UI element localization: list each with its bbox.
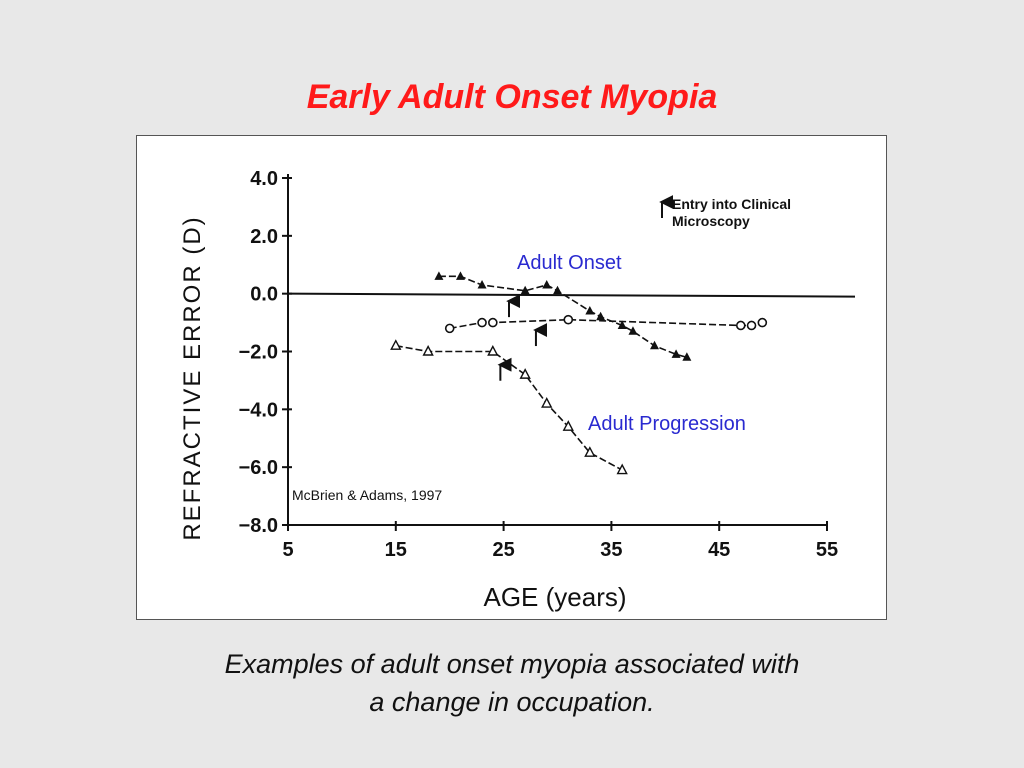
series-0-point: [520, 285, 530, 295]
x-tick-label: 45: [708, 539, 730, 561]
series-0-point: [617, 320, 627, 329]
series-0-point: [650, 340, 660, 350]
y-tick-label: 2.0: [250, 226, 278, 248]
series-1-point: [735, 320, 746, 331]
chart-axes: [287, 174, 856, 526]
x-tick-label: 35: [600, 539, 622, 561]
slide-title: Early Adult Onset Myopia: [306, 78, 718, 116]
chart-arrows-layer: [497, 294, 548, 381]
series-2-point: [562, 420, 574, 431]
series-2-point: [519, 368, 531, 379]
caption-line-1: Examples of adult onset myopia associate…: [224, 649, 800, 679]
chart-ticks: 4.0 2.0 0.0 −2.0 −4.0 −6.0 −8.05 15 25 35 45 55: [239, 168, 839, 561]
series-0-point: [542, 279, 552, 289]
x-tick-label: 5: [282, 539, 293, 561]
annotation-adult-progression: Adult Progression: [588, 413, 746, 435]
x-tick-label: 15: [385, 539, 407, 561]
series-0-line: [438, 275, 688, 359]
y-tick-label: −2.0: [239, 342, 278, 364]
y-tick-label: −6.0: [239, 457, 278, 479]
y-tick-label: −4.0: [239, 399, 278, 421]
legend-text-line-1: Entry into Clinical: [672, 196, 791, 212]
series-1-point: [563, 314, 574, 325]
y-axis-label: REFRACTIVE ERROR (D): [179, 215, 206, 540]
series-1-point: [746, 320, 757, 331]
caption: Examples of adult onset myopia associate…: [0, 645, 1024, 721]
y-tick-label: 0.0: [250, 284, 278, 306]
x-tick-label: 25: [492, 539, 514, 561]
series-1-point: [757, 317, 768, 328]
series-2-point: [390, 339, 402, 350]
series-1-point: [477, 317, 487, 328]
series-0-point: [682, 352, 692, 361]
series-2-point: [541, 397, 553, 408]
series-0-point: [585, 306, 595, 315]
figure-frame: 4.0 2.0 0.0 −2.0 −4.0 −6.0 −8.0 5 15 25 35 45 55 REF…: [136, 135, 887, 620]
series-2-point: [422, 345, 434, 356]
y-tick-label: −8.0: [239, 515, 278, 537]
chart-svg: 4.0 2.0 0.0 −2.0 −4.0 −6.0 −8.05 15 25 35 45 55 REF…: [179, 168, 856, 612]
annotation-adult-onset: Adult Onset: [517, 252, 622, 274]
caption-line-2: a change in occupation.: [369, 687, 655, 717]
chart-series-layer: [390, 271, 768, 475]
series-2-line: [395, 344, 623, 471]
series-2-point: [584, 446, 596, 457]
series-0-point: [628, 326, 638, 335]
citation: McBrien & Adams, 1997: [292, 487, 442, 503]
series-0-point: [434, 271, 444, 280]
series-1-point: [444, 323, 455, 334]
reference-line-zero: [287, 292, 856, 298]
series-0-point: [477, 279, 487, 289]
y-tick-label: 4.0: [250, 168, 278, 190]
legend: Entry into Clinical Microscopy: [659, 195, 791, 229]
x-axis-label: AGE (years): [483, 582, 626, 612]
series-0-point: [596, 311, 606, 321]
series-0-point: [553, 285, 562, 295]
series-2-point: [487, 345, 499, 356]
series-0-point: [671, 349, 681, 358]
legend-text-line-2: Microscopy: [672, 213, 750, 229]
series-1-point: [488, 317, 498, 328]
series-0-point: [455, 271, 465, 280]
x-tick-label: 55: [816, 539, 838, 561]
series-2-point: [616, 463, 628, 475]
